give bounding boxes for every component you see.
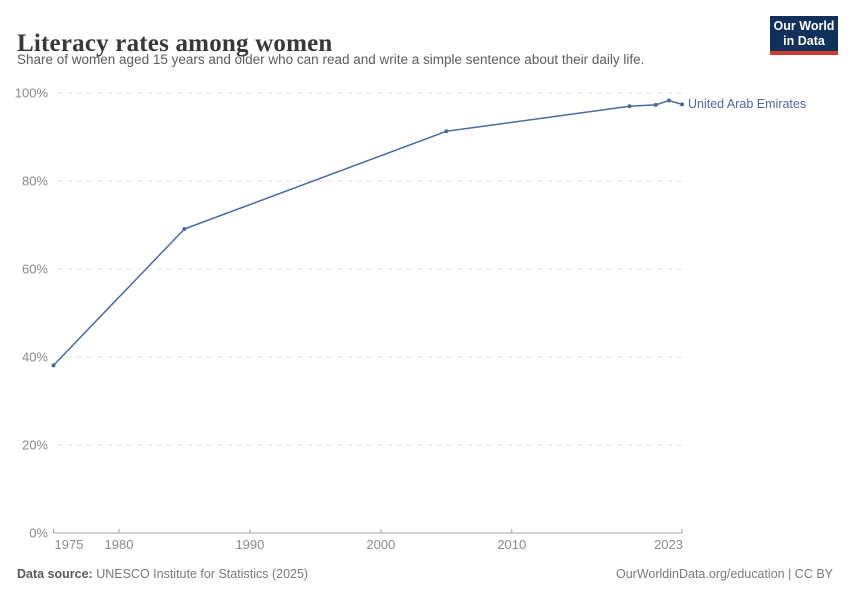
x-tick-label: 2023 xyxy=(654,537,683,552)
owid-logo[interactable]: Our World in Data xyxy=(770,16,838,55)
chart-subtitle: Share of women aged 15 years and older w… xyxy=(17,52,645,67)
x-tick-label: 1980 xyxy=(105,537,134,552)
data-point[interactable] xyxy=(653,102,658,107)
data-point[interactable] xyxy=(51,363,56,368)
owid-logo-line2: in Data xyxy=(783,34,825,48)
y-tick-label: 60% xyxy=(22,262,48,277)
y-tick-label: 80% xyxy=(22,174,48,189)
chart-footer: Data source: UNESCO Institute for Statis… xyxy=(17,567,833,581)
data-source-value: UNESCO Institute for Statistics (2025) xyxy=(92,567,309,581)
data-point[interactable] xyxy=(666,98,671,103)
x-tick-label: 1975 xyxy=(55,537,84,552)
data-source-label: Data source: xyxy=(17,567,93,581)
x-tick-label: 2010 xyxy=(497,537,526,552)
y-tick-label: 0% xyxy=(29,526,48,541)
x-tick-label: 1990 xyxy=(235,537,264,552)
data-point[interactable] xyxy=(182,227,187,231)
data-point[interactable] xyxy=(444,129,449,134)
series-line[interactable] xyxy=(52,99,683,367)
y-tick-label: 100% xyxy=(15,86,49,101)
x-tick-label: 2000 xyxy=(366,537,395,552)
y-tick-label: 20% xyxy=(22,438,48,453)
owid-credit-link[interactable]: OurWorldinData.org/education | CC BY xyxy=(615,567,833,581)
page-title: Literacy rates among women xyxy=(17,29,333,57)
owid-logo-line1: Our World xyxy=(773,19,835,33)
data-point[interactable] xyxy=(680,102,684,107)
data-point[interactable] xyxy=(627,104,632,109)
y-tick-label: 40% xyxy=(22,350,48,365)
data-source-text: Data source: UNESCO Institute for Statis… xyxy=(17,567,308,581)
series-label-united-arab-emirates[interactable]: United Arab Emirates xyxy=(688,97,807,112)
